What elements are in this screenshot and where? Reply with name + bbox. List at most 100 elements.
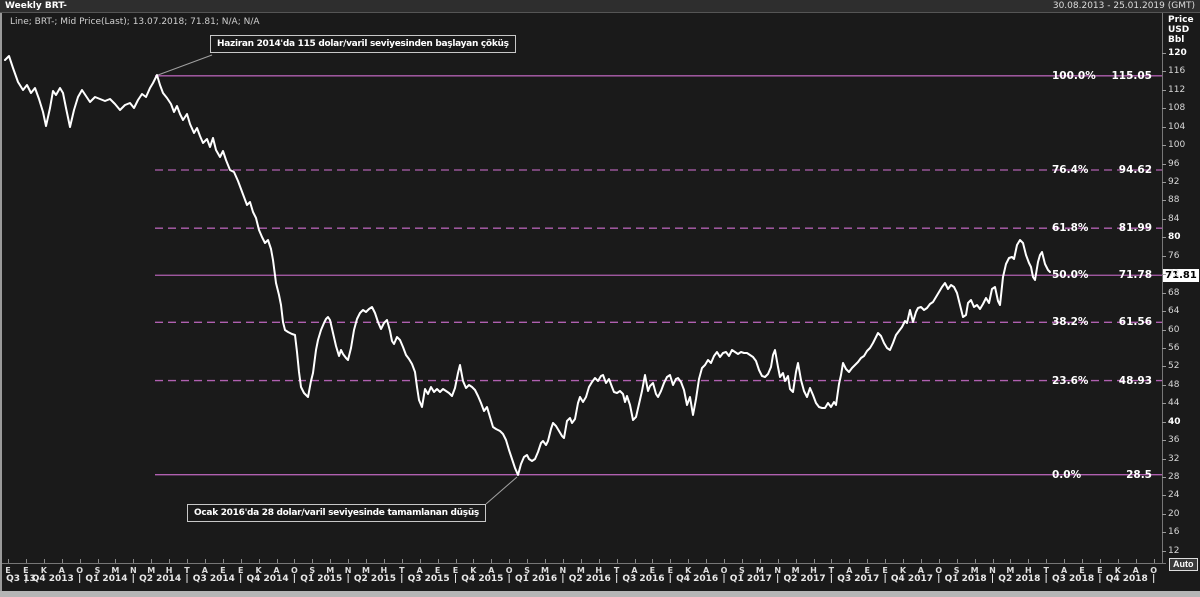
month-letter-label: N xyxy=(344,566,352,575)
fib-level-label[interactable]: 61.8% 81.99 xyxy=(1052,222,1152,234)
price-tick-mark xyxy=(1162,53,1166,54)
month-letter-label: E xyxy=(1079,566,1085,575)
price-tick-label: 88 xyxy=(1168,195,1180,206)
fib-level-label[interactable]: 23.6% 48.93 xyxy=(1052,375,1152,387)
month-letter-label: E xyxy=(1097,566,1103,575)
month-letter-label: E xyxy=(882,566,888,575)
price-tick-mark xyxy=(1162,384,1166,386)
month-letter-label: M xyxy=(1006,566,1015,575)
fib-level-label[interactable]: 50.0% 71.78 xyxy=(1052,269,1152,281)
quarter-separator: | xyxy=(507,574,511,584)
quarter-separator: | xyxy=(185,574,189,584)
price-tick-label: 68 xyxy=(1168,287,1180,298)
price-axis-title-line3: Bbl xyxy=(1168,35,1185,45)
quarter-label: Q3 2014 xyxy=(192,574,235,584)
month-letter-label: O xyxy=(290,566,298,575)
month-letter-label: Ş xyxy=(953,566,960,575)
month-letter-label: E xyxy=(23,566,29,575)
quarter-separator: | xyxy=(722,574,726,584)
fib-level-label[interactable]: 100.0% 115.05 xyxy=(1052,70,1152,82)
month-tick-mark xyxy=(1153,559,1155,563)
price-tick-label: 80 xyxy=(1168,232,1181,243)
month-tick-mark xyxy=(616,559,618,563)
month-letter-label: M xyxy=(791,566,800,575)
month-letter-label: K xyxy=(255,566,262,575)
month-letter-label: O xyxy=(720,566,728,575)
month-tick-mark xyxy=(187,559,188,563)
price-tick-mark xyxy=(1162,255,1166,257)
month-letter-label: H xyxy=(595,566,603,575)
price-tick-label: 72 xyxy=(1168,269,1180,280)
month-letter-label: H xyxy=(165,566,173,575)
price-tick-mark xyxy=(1162,347,1166,349)
price-tick-label: 108 xyxy=(1168,103,1186,114)
month-letter-label: E xyxy=(649,566,656,575)
month-tick-mark xyxy=(401,559,403,563)
month-letter-label: E xyxy=(220,566,226,575)
price-tick-label: 28 xyxy=(1168,472,1180,482)
month-letter-label: M xyxy=(147,566,156,575)
month-tick-mark xyxy=(25,559,27,563)
month-tick-mark xyxy=(419,559,421,563)
last-price-badge: 71.81 xyxy=(1163,268,1199,282)
quarter-separator: | xyxy=(1044,574,1048,584)
month-letter-label: A xyxy=(273,566,280,575)
fib-level-label[interactable]: 0.0% 28.5 xyxy=(1052,469,1152,481)
series-legend[interactable]: Line; BRT-; Mid Price(Last); 13.07.2018;… xyxy=(10,17,260,27)
annotation-box-jan-2016-low[interactable]: Ocak 2016'da 28 dolar/varil seviyesinde … xyxy=(187,504,486,522)
price-tick-label: 112 xyxy=(1168,84,1186,95)
fib-level-label[interactable]: 38.2% 61.56 xyxy=(1052,316,1152,328)
quarter-label: Q2 2014 xyxy=(139,574,182,584)
fib-level-label[interactable]: 76.4% 94.62 xyxy=(1052,164,1152,176)
month-tick-mark xyxy=(885,559,887,563)
quarter-label: Q1 2018 xyxy=(944,574,987,584)
month-tick-mark xyxy=(133,559,135,563)
quarter-label: Q4 2015 xyxy=(461,574,504,584)
auto-scale-button[interactable]: Auto xyxy=(1169,558,1198,571)
fib-value-label: 48.93 xyxy=(1118,374,1152,387)
price-tick-mark xyxy=(1162,477,1166,478)
month-letter-label: A xyxy=(58,566,65,575)
month-tick-mark xyxy=(43,559,45,563)
month-letter-label: A xyxy=(416,566,423,575)
price-tick-label: 64 xyxy=(1168,306,1180,317)
month-letter-label: N xyxy=(989,566,996,575)
month-tick-mark xyxy=(222,559,224,563)
price-tick-label: 56 xyxy=(1168,342,1180,353)
month-letter-label: M xyxy=(970,566,979,575)
quarter-separator: | xyxy=(346,574,350,584)
month-letter-label: T xyxy=(1043,566,1049,575)
price-tick-mark xyxy=(1162,200,1166,202)
month-tick-mark xyxy=(938,559,940,563)
month-letter-label: A xyxy=(488,566,495,575)
month-tick-mark xyxy=(813,559,815,563)
month-letter-label: M xyxy=(111,566,120,575)
month-tick-mark xyxy=(240,559,242,563)
quarter-label: Q4 2014 xyxy=(246,574,289,584)
month-tick-mark xyxy=(1064,559,1066,563)
month-letter-label: N xyxy=(129,566,137,575)
quarter-label: Q1 2016 xyxy=(514,574,558,584)
price-tick-mark xyxy=(1162,311,1166,313)
month-tick-mark xyxy=(1010,559,1012,563)
price-tick-label: 20 xyxy=(1168,508,1180,519)
price-axis-title-line1: Price xyxy=(1168,15,1194,25)
price-line-series[interactable] xyxy=(4,55,1051,476)
price-tick-label: 120 xyxy=(1168,48,1187,58)
month-letter-label: A xyxy=(702,566,710,575)
price-tick-label: 100 xyxy=(1168,140,1186,151)
fib-pct-label: 38.2% xyxy=(1052,316,1089,329)
price-tick-label: 36 xyxy=(1168,435,1180,446)
quarter-label: Q4 2016 xyxy=(676,574,719,584)
month-tick-mark xyxy=(509,559,511,563)
month-letter-label: O xyxy=(505,566,513,575)
quarter-label: Q2 2018 xyxy=(998,574,1041,584)
fib-value-label: 28.5 xyxy=(1126,468,1152,481)
quarter-separator: | xyxy=(937,574,941,584)
month-tick-mark xyxy=(670,559,672,563)
month-letter-label: M xyxy=(576,566,585,575)
annotation-box-june-2014-peak[interactable]: Haziran 2014'da 115 dolar/varil seviyesi… xyxy=(210,35,516,53)
month-letter-label: K xyxy=(899,566,907,575)
price-tick-label: 44 xyxy=(1168,398,1180,409)
